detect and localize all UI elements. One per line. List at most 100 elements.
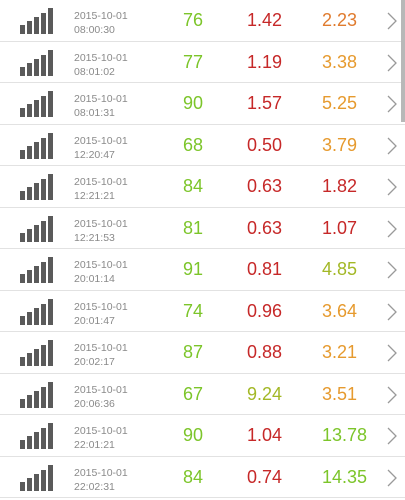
row-date: 2015-10-01 <box>74 466 128 479</box>
signal-strength-icon <box>20 91 54 117</box>
signal-bar <box>34 100 39 117</box>
signal-bar <box>41 179 46 200</box>
signal-bar <box>27 353 32 366</box>
signal-bar <box>27 187 32 200</box>
row-value-1: 91 <box>183 259 204 279</box>
signal-bar <box>20 481 25 491</box>
result-row[interactable]: 2015-10-01 20:01:47 74 0.96 3.64 <box>0 291 405 332</box>
signal-bar <box>34 349 39 366</box>
result-row[interactable]: 2015-10-01 22:01:21 90 1.04 13.78 <box>0 415 405 457</box>
chevron-right-icon[interactable] <box>387 344 397 362</box>
signal-bar <box>41 54 46 76</box>
row-time: 22:02:31 <box>74 480 115 493</box>
row-value-1: 76 <box>183 10 204 30</box>
signal-bar <box>27 104 32 117</box>
result-row[interactable]: 2015-10-01 08:01:31 90 1.57 5.25 <box>0 83 405 125</box>
signal-bar <box>20 357 25 366</box>
row-value-1: 68 <box>183 134 204 155</box>
signal-bar <box>20 149 25 159</box>
row-value-3: 3.21 <box>322 342 358 362</box>
chevron-right-icon[interactable] <box>387 261 397 279</box>
result-row[interactable]: 2015-10-01 12:21:53 81 0.63 1.07 <box>0 208 405 249</box>
signal-bar <box>20 66 25 76</box>
row-time: 08:01:31 <box>74 107 115 119</box>
row-value-2: 0.74 <box>247 466 283 487</box>
signal-bar <box>20 440 25 449</box>
row-date: 2015-10-01 <box>74 383 128 396</box>
signal-bar <box>48 91 53 117</box>
signal-bar <box>41 303 46 325</box>
row-time: 20:01:47 <box>74 314 115 327</box>
chevron-right-icon[interactable] <box>387 178 397 196</box>
signal-bar <box>41 469 46 491</box>
row-value-2: 1.42 <box>247 10 283 30</box>
row-value-2: 1.04 <box>247 425 283 445</box>
signal-strength-icon <box>20 298 54 325</box>
result-row[interactable]: 2015-10-01 20:02:17 87 0.88 3.21 <box>0 332 405 374</box>
signal-bar <box>20 191 25 200</box>
chevron-right-icon[interactable] <box>387 427 397 445</box>
signal-strength-icon <box>20 8 54 34</box>
signal-bar <box>34 17 39 34</box>
row-value-1: 67 <box>183 383 204 404</box>
signal-bar <box>20 25 25 34</box>
result-row[interactable]: 2015-10-01 12:21:21 84 0.63 1.82 <box>0 166 405 208</box>
result-row[interactable]: 2015-10-01 12:20:47 68 0.50 3.79 <box>0 125 405 166</box>
signal-bar <box>48 257 53 283</box>
row-time: 08:01:02 <box>74 65 115 78</box>
signal-bar <box>27 270 32 283</box>
signal-bar <box>34 141 39 159</box>
row-value-2: 0.63 <box>247 176 283 196</box>
result-row[interactable]: 2015-10-01 20:06:36 67 9.24 3.51 <box>0 374 405 415</box>
chevron-right-icon[interactable] <box>387 137 397 155</box>
signal-strength-icon <box>20 257 54 283</box>
result-row[interactable]: 2015-10-01 22:02:31 84 0.74 14.35 <box>0 457 405 498</box>
chevron-right-icon[interactable] <box>387 469 397 487</box>
row-time: 20:01:14 <box>74 273 115 285</box>
chevron-right-icon[interactable] <box>387 303 397 321</box>
row-date: 2015-10-01 <box>74 425 128 437</box>
signal-bar <box>34 390 39 408</box>
chevron-right-icon[interactable] <box>387 95 397 113</box>
row-value-2: 9.24 <box>247 383 283 404</box>
signal-bar <box>48 464 53 491</box>
signal-bar <box>48 8 53 34</box>
row-date: 2015-10-01 <box>74 51 128 64</box>
signal-strength-icon <box>20 49 54 76</box>
signal-bar <box>41 96 46 117</box>
row-value-1: 84 <box>183 466 204 487</box>
signal-bar <box>27 394 32 408</box>
row-value-2: 1.19 <box>247 51 283 72</box>
row-value-3: 2.23 <box>322 10 358 30</box>
result-row[interactable]: 2015-10-01 08:00:30 76 1.42 2.23 <box>0 0 405 42</box>
signal-bar <box>27 145 32 159</box>
signal-bar <box>20 398 25 408</box>
row-value-1: 84 <box>183 176 204 196</box>
row-date: 2015-10-01 <box>74 217 128 230</box>
chevron-right-icon[interactable] <box>387 386 397 404</box>
signal-bar <box>48 381 53 408</box>
chevron-right-icon[interactable] <box>387 220 397 238</box>
row-value-2: 0.81 <box>247 259 283 279</box>
signal-bar <box>34 307 39 325</box>
result-row[interactable]: 2015-10-01 08:01:02 77 1.19 3.38 <box>0 42 405 83</box>
row-time: 22:01:21 <box>74 439 115 451</box>
signal-bar <box>27 21 32 34</box>
signal-bar <box>48 423 53 449</box>
signal-bar <box>27 311 32 325</box>
result-row[interactable]: 2015-10-01 20:01:14 91 0.81 4.85 <box>0 249 405 291</box>
row-value-3: 3.51 <box>322 383 358 404</box>
scrollbar[interactable] <box>401 0 405 122</box>
row-time: 12:20:47 <box>74 148 115 161</box>
row-value-3: 5.25 <box>322 93 358 113</box>
row-value-2: 0.88 <box>247 342 283 362</box>
signal-strength-icon <box>20 174 54 200</box>
row-value-1: 77 <box>183 51 204 72</box>
row-value-3: 3.64 <box>322 300 358 321</box>
signal-bar <box>41 137 46 159</box>
chevron-right-icon[interactable] <box>387 54 397 72</box>
chevron-right-icon[interactable] <box>387 12 397 30</box>
signal-bar <box>48 49 53 76</box>
row-value-3: 3.79 <box>322 134 358 155</box>
